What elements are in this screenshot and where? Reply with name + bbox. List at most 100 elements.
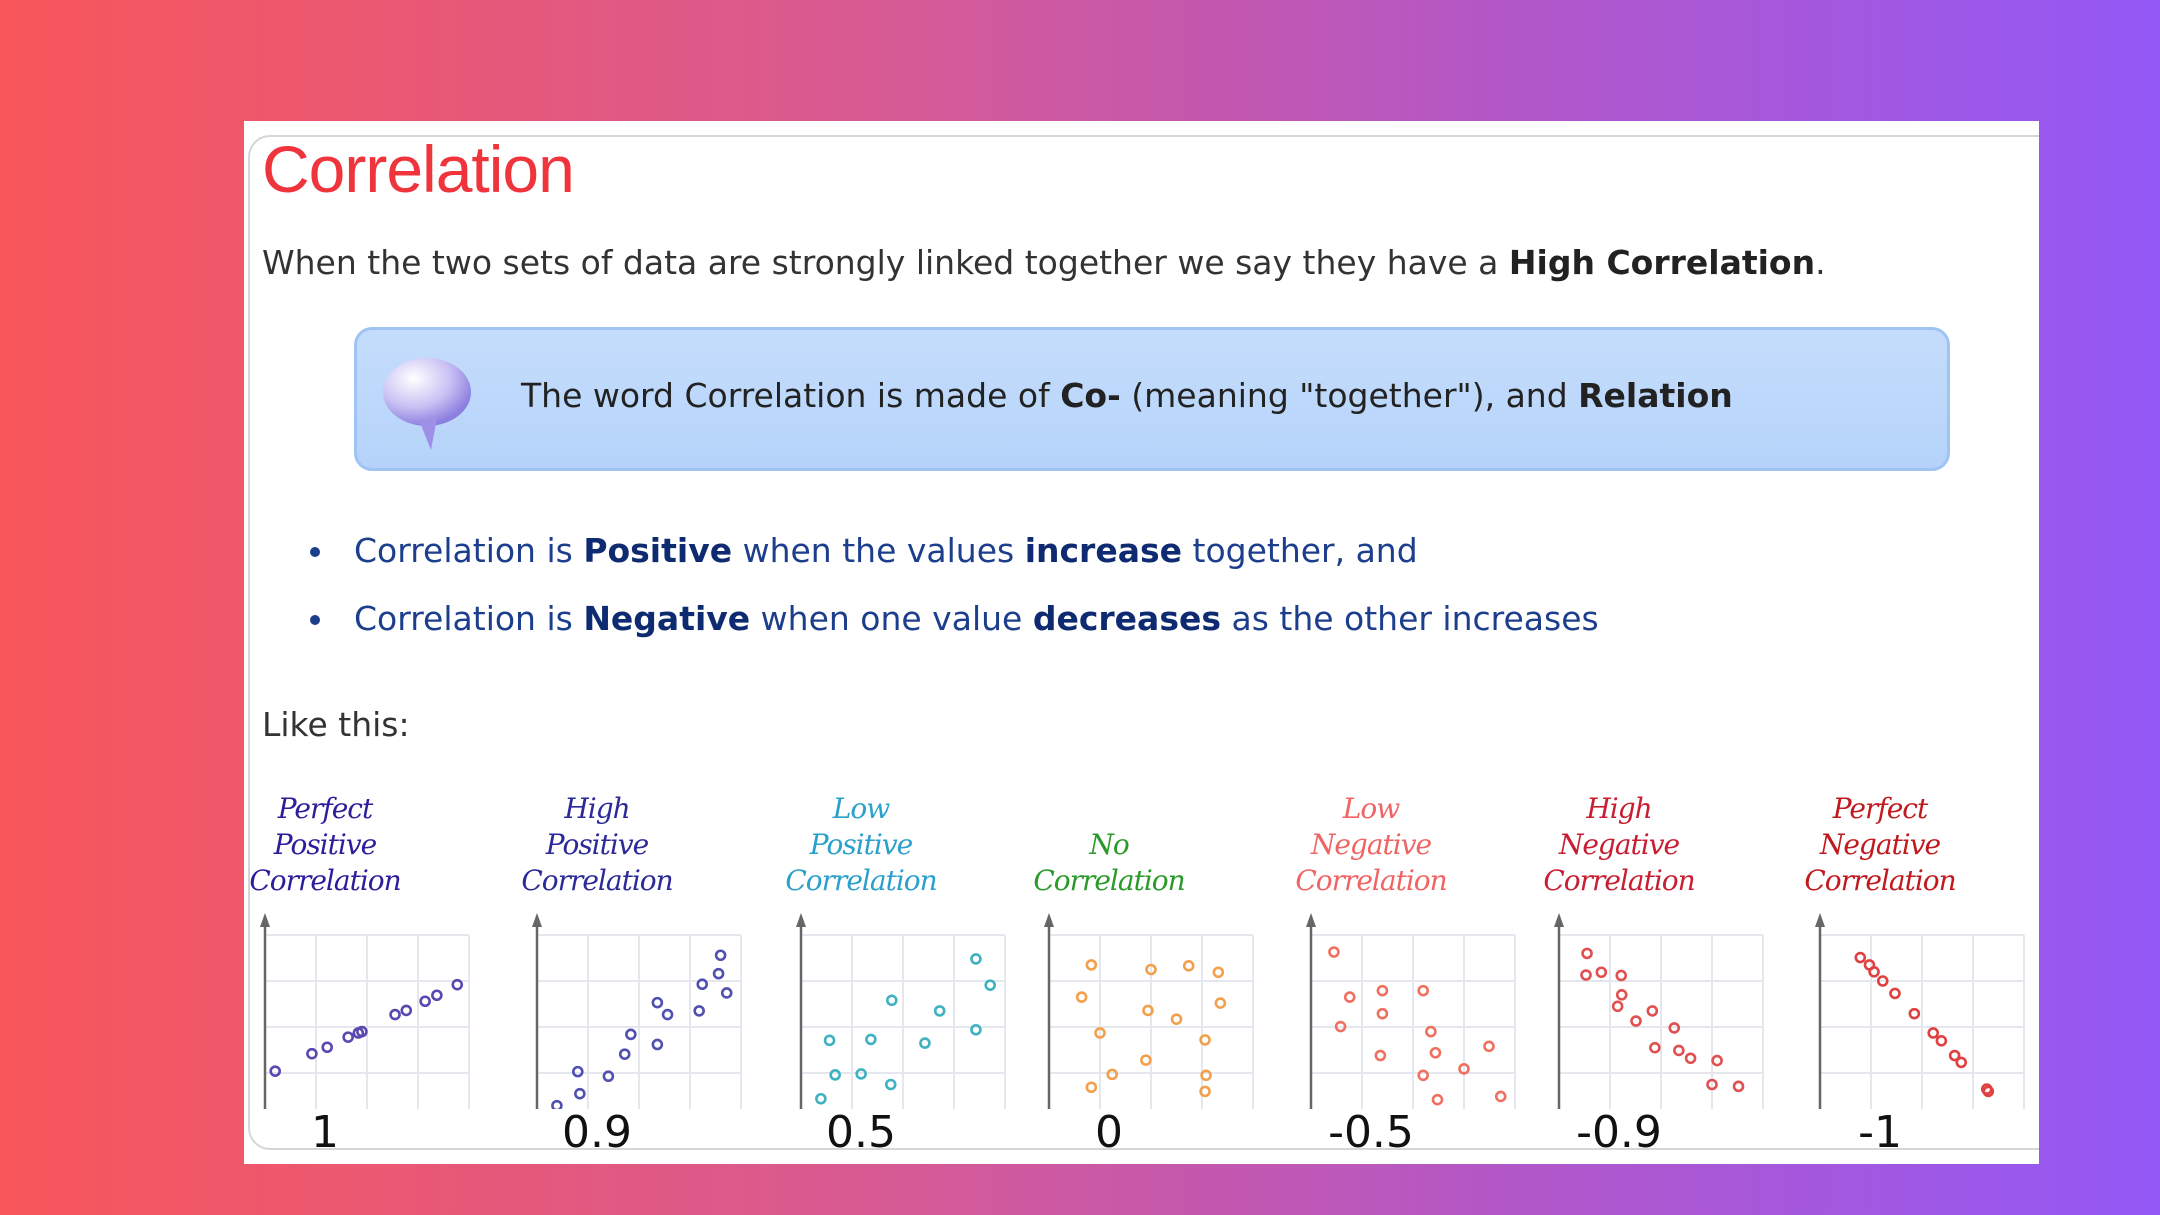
correlation-value: 0.5 [826,1107,896,1158]
data-point [720,987,733,999]
plot-title-line: Perfect [1832,792,1928,825]
plot-title-line: Correlation [249,864,401,897]
plot-title-line: High [1586,792,1652,825]
data-point [1615,969,1628,982]
data-point [1374,1049,1387,1062]
data-point [1343,991,1356,1003]
note-text: The word Correlation is made of Co- (mea… [521,376,1733,415]
plot-title: High Negative Correlation [1469,779,1769,899]
data-point [1581,947,1593,960]
data-point [1889,987,1901,1000]
page-title: Correlation [262,132,575,206]
b-text: together, and [1182,531,1418,570]
data-point [919,1037,931,1049]
data-point [865,1033,877,1046]
data-point [1200,1069,1212,1082]
data-point [970,1023,982,1036]
plot-title-line: Correlation [1804,864,1956,897]
b-text: when one value [750,599,1033,638]
plot-title-line: Correlation [521,864,673,897]
scatter-svg [1815,913,2025,1109]
data-point [1142,1004,1154,1017]
content-card: Correlation When the two sets of data ar… [244,121,2039,1164]
data-point [1425,1025,1437,1038]
data-point [1431,1093,1444,1106]
b-text: Correlation is [354,531,584,570]
data-point [1684,1052,1697,1065]
data-point [1145,963,1157,976]
data-point [356,1025,368,1038]
data-point [1935,1035,1948,1047]
data-point [1615,989,1628,1001]
data-point [823,1034,836,1047]
data-point [572,1065,584,1078]
intro-end: . [1815,243,1826,282]
b-bold: decreases [1032,599,1221,638]
data-point [1199,1085,1211,1098]
plot-title-line: Perfect [277,792,373,825]
data-point [1376,984,1389,997]
data-point [451,978,464,991]
note-b1: Co- [1060,376,1121,415]
data-point [1673,1044,1685,1057]
data-point [933,1005,946,1017]
data-point [884,1078,897,1091]
bullet-negative: Correlation is Negative when one value d… [310,599,1599,667]
correlation-value: -0.5 [1328,1107,1414,1158]
data-point [1483,1040,1495,1053]
note-box: The word Correlation is made of Co- (mea… [354,327,1950,471]
y-axis-arrow [796,913,806,927]
data-point [306,1047,318,1060]
y-axis-arrow [532,913,542,927]
plot-title-line: Correlation [1295,864,1447,897]
plot-title-line: Positive [273,828,377,861]
data-point [1706,1078,1718,1091]
correlation-value: 0 [1095,1107,1123,1158]
y-axis-arrow [1554,913,1564,927]
data-point [389,1008,401,1021]
data-point [1212,966,1225,979]
plot-title-line: Negative [1558,828,1680,861]
data-point [1376,1007,1389,1020]
data-point [712,967,725,980]
b-text: Correlation is [354,599,584,638]
data-point [1876,975,1889,987]
intro-paragraph: When the two sets of data are strongly l… [262,243,1826,282]
plot-title: Perfect Positive Correlation [244,779,475,899]
y-axis-arrow [1044,913,1054,927]
data-point [1429,1046,1442,1059]
data-point [693,1005,705,1017]
data-point [1611,1000,1624,1013]
data-point [400,1004,413,1017]
plot-title-line: Correlation [1543,864,1695,897]
correlation-value: 0.9 [562,1107,632,1158]
plot-title-line: Correlation [785,864,937,897]
plot-title-line: Low [832,792,890,825]
data-point [829,1069,841,1081]
data-point [651,996,664,1009]
data-point [1328,946,1340,958]
scatter-svg [1306,913,1516,1109]
data-point [984,979,997,991]
b-bold: increase [1024,531,1183,570]
data-point [1140,1054,1152,1066]
correlation-value: 1 [311,1107,339,1158]
b-text: as the other increases [1220,599,1599,638]
scatter-svg [1554,913,1764,1109]
plot-title-line: Negative [1310,828,1432,861]
data-point [855,1068,867,1080]
plot-title: Perfect Negative Correlation [1730,779,2030,899]
data-point [551,1099,563,1109]
data-point [602,1070,615,1083]
scatter-svg [532,913,742,1109]
b-text: when the values [732,531,1025,570]
data-point [661,1008,674,1021]
data-point [1182,960,1195,972]
data-point [1199,1034,1211,1046]
plot-title-line: Low [1342,792,1400,825]
data-point [815,1092,827,1105]
data-point [574,1087,586,1100]
data-point [1948,1049,1961,1062]
speech-bubble-icon [383,358,471,450]
plot-title-line: Positive [545,828,649,861]
